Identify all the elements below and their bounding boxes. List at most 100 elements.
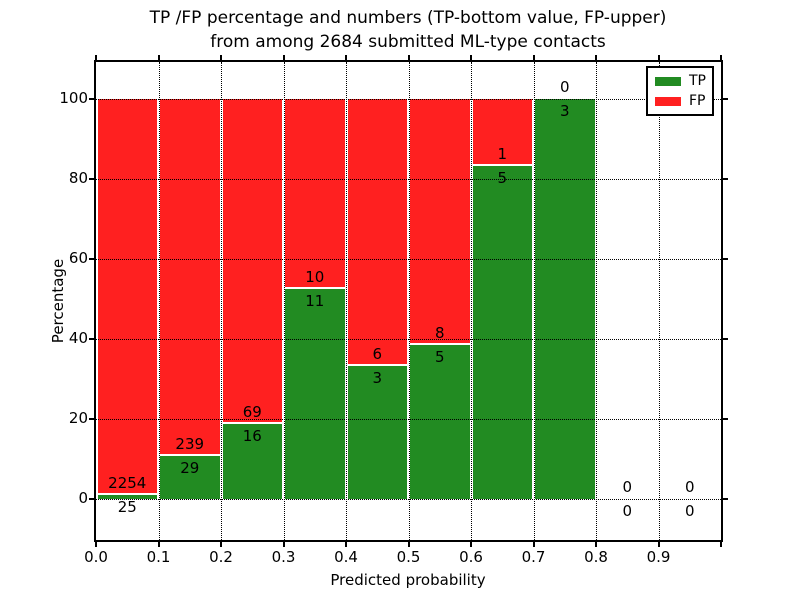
y-tick-label: 40 [68, 329, 88, 347]
x-tick-label: 0.7 [521, 548, 546, 566]
y-tick-mark [723, 258, 728, 260]
x-tick-label: 0.6 [459, 548, 483, 566]
x-tick-mark [595, 55, 597, 60]
bar-count-label-fp: 8 [434, 324, 445, 343]
bar-segment-fp [160, 99, 220, 456]
bar-segment-fp [285, 99, 345, 290]
gridline-vertical [596, 62, 597, 540]
y-tick-mark [89, 498, 94, 500]
x-tick-mark [470, 55, 472, 60]
x-tick-mark [282, 542, 285, 547]
bar-count-label-fp: 0 [622, 478, 633, 496]
bar-count-label-tp: 0 [622, 502, 633, 520]
gridline-vertical [283, 62, 285, 540]
bar-count-label-fp: 69 [242, 402, 262, 421]
bar-segment-tp [535, 99, 595, 499]
y-tick-label: 80 [68, 169, 88, 187]
y-tick-mark [89, 338, 94, 340]
x-tick-mark [595, 542, 597, 547]
bar-segment-tp [97, 494, 157, 499]
bar-count-label-tp: 3 [372, 368, 383, 387]
x-tick-label: 0.4 [334, 548, 358, 566]
bar-segment-tp [285, 289, 345, 499]
y-tick-mark [723, 498, 728, 500]
bar-count-label-tp: 29 [180, 458, 200, 477]
bar-segment-fp [97, 99, 157, 495]
x-tick-mark [157, 55, 160, 60]
legend-label-fp: FP [689, 93, 706, 109]
x-tick-mark [407, 55, 410, 60]
bar-segment-fp [347, 99, 407, 366]
x-tick-label: 0.8 [584, 548, 608, 566]
x-tick-mark [95, 55, 97, 60]
x-tick-label: 0.3 [271, 548, 296, 566]
bar-segment-fp [410, 99, 470, 346]
plot-area: 2254 25 239 29 69 16 10 11 6 3 8 5 1 5 0 3 0 0 0 0 [94, 60, 723, 542]
legend-entry-fp: FP [655, 93, 706, 109]
legend-swatch-fp [655, 96, 681, 106]
bar-count-label-tp: 5 [434, 348, 445, 367]
y-tick-label: 60 [68, 249, 88, 267]
bar-count-label-tp: 25 [117, 497, 137, 516]
bar-segment-tp [160, 455, 220, 499]
bar-count-label-tp: 3 [559, 102, 570, 120]
x-tick-mark [95, 542, 97, 547]
x-tick-mark [720, 542, 722, 547]
gridlines-layer [96, 62, 721, 540]
x-tick-label: 0.5 [396, 548, 421, 566]
x-tick-mark [470, 542, 472, 547]
bar-count-label-fp: 10 [305, 268, 325, 287]
gridline-vertical [658, 62, 660, 540]
y-tick-mark [89, 178, 94, 180]
chart-title-line1: TP /FP percentage and numbers (TP-bottom… [149, 8, 667, 28]
x-tick-mark [345, 55, 347, 60]
x-tick-mark [220, 55, 222, 60]
bar-count-label-fp: 1 [497, 144, 508, 163]
bar-labels-layer: 2254 25 239 29 69 16 10 11 6 3 8 5 1 5 0 3 0 0 0 0 [96, 62, 721, 540]
x-tick-mark [157, 542, 160, 547]
bar-count-label-tp: 16 [242, 426, 262, 445]
x-tick-mark [657, 542, 660, 547]
gridline-vertical [158, 62, 160, 540]
gridline-vertical [346, 62, 347, 540]
bar-count-label-tp: 11 [305, 292, 325, 311]
gridline-vertical [533, 62, 535, 540]
bar-segment-tp [410, 345, 470, 499]
x-axis-label: Predicted probability [330, 571, 486, 589]
y-tick-mark [723, 338, 728, 340]
bar-count-label-fp: 0 [684, 478, 695, 496]
x-tick-mark [532, 542, 535, 547]
y-tick-mark [723, 178, 728, 180]
bar-segment-tp [472, 165, 532, 499]
x-tick-mark [657, 55, 660, 60]
x-tick-mark [220, 542, 222, 547]
bar-segment-fp [472, 99, 532, 166]
legend-entry-tp: TP [655, 73, 706, 89]
gridline-vertical [471, 62, 472, 540]
bar-segment-tp [222, 423, 282, 499]
chart-title-line2: from among 2684 submitted ML-type contac… [210, 32, 606, 52]
bar-count-label-tp: 0 [684, 502, 695, 520]
x-tick-label: 0.0 [84, 548, 108, 566]
legend-swatch-tp [655, 76, 681, 86]
y-tick-mark [89, 418, 94, 420]
bar-count-label-fp: 0 [559, 78, 570, 96]
y-tick-mark [723, 98, 728, 100]
y-tick-label: 0 [78, 489, 88, 507]
x-tick-label: 0.9 [646, 548, 671, 566]
x-tick-mark [407, 542, 410, 547]
y-tick-label: 100 [59, 89, 88, 107]
y-tick-mark [89, 258, 94, 260]
legend-label-tp: TP [689, 73, 706, 89]
x-tick-mark [345, 542, 347, 547]
bar-segment-tp [347, 365, 407, 499]
x-tick-mark [532, 55, 535, 60]
y-tick-mark [723, 418, 728, 420]
y-tick-label: 20 [68, 409, 88, 427]
bar-segment-fp [222, 99, 282, 424]
bar-count-label-fp: 2254 [108, 473, 147, 492]
y-tick-mark [89, 98, 94, 100]
bar-count-label-tp: 5 [497, 168, 508, 187]
bars-layer [96, 62, 721, 540]
